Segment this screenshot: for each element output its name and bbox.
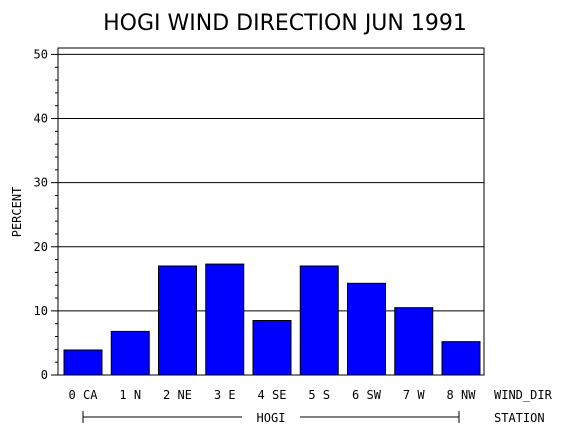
y-axis: 0 10 20 30 40 50 <box>34 47 58 382</box>
x-tick-label: 3 E <box>214 388 236 402</box>
x-tick-label: 5 S <box>308 388 330 402</box>
gridlines <box>58 53 484 312</box>
chart-title: HOGI WIND DIRECTION JUN 1991 <box>103 11 467 36</box>
x-tick-label: 1 N <box>119 388 141 402</box>
bar <box>252 320 292 376</box>
x-tick-label: 2 NE <box>163 388 192 402</box>
x-tick-label: 6 SW <box>352 388 382 402</box>
y-tick-label: 0 <box>41 368 48 382</box>
y-tick-label: 50 <box>34 47 48 61</box>
bars <box>63 263 481 376</box>
bar <box>347 282 386 376</box>
bar <box>394 307 434 376</box>
bar <box>63 349 103 376</box>
plot-frame <box>57 47 485 376</box>
bar <box>299 265 339 376</box>
x-axis-label: WIND_DIR <box>494 388 553 402</box>
bar <box>205 263 245 376</box>
x-tick-label: 0 CA <box>69 388 99 402</box>
bar <box>158 265 197 376</box>
station-axis-label: STATION <box>494 411 545 425</box>
x-tick-label: 4 SE <box>258 388 287 402</box>
x-tick-label: 7 W <box>403 388 425 402</box>
station-label: HOGI <box>257 411 286 425</box>
y-tick-label: 40 <box>34 112 48 126</box>
group-bracket <box>82 411 460 423</box>
y-tick-label: 30 <box>34 176 48 190</box>
y-tick-label: 10 <box>34 304 48 318</box>
y-axis-label: PERCENT <box>10 187 24 238</box>
bar <box>441 341 481 376</box>
x-tick-label: 8 NW <box>447 388 477 402</box>
y-tick-label: 20 <box>34 240 48 254</box>
bar <box>110 330 150 376</box>
x-axis: 0 CA 1 N 2 NE 3 E 4 SE 5 S 6 SW 7 W 8 NW <box>69 388 477 402</box>
